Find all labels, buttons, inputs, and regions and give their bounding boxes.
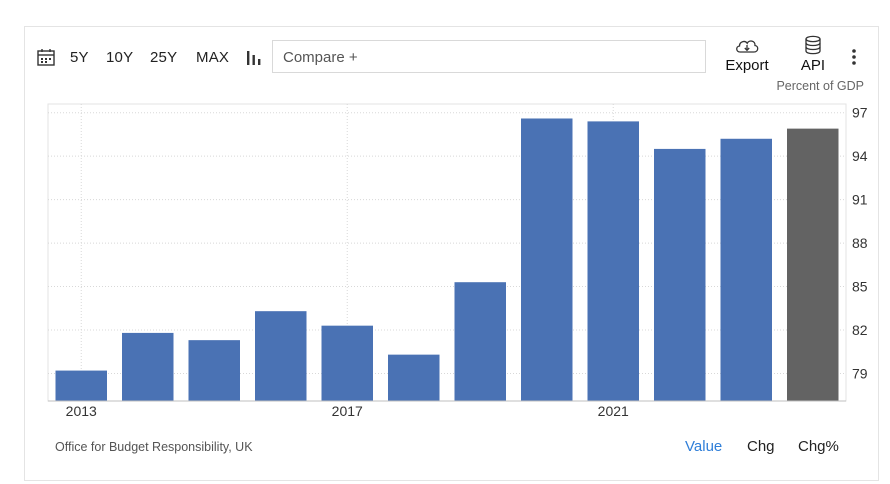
calendar-icon[interactable] <box>37 48 55 66</box>
database-icon <box>805 35 821 55</box>
compare-input[interactable]: Compare + <box>272 40 706 73</box>
bar <box>255 311 307 401</box>
y-tick-label: 85 <box>852 279 868 295</box>
y-tick-label: 79 <box>852 365 868 381</box>
x-tick-label: 2021 <box>598 403 629 419</box>
api-button[interactable]: API <box>796 35 830 74</box>
bar <box>321 325 373 401</box>
y-tick-label: 94 <box>852 148 868 164</box>
y-tick-label: 88 <box>852 235 868 251</box>
bar <box>55 370 107 401</box>
range-10y-button[interactable]: 10Y <box>106 49 134 66</box>
bar <box>122 332 174 401</box>
tab-value[interactable]: Value <box>685 438 723 455</box>
unit-label: Percent of GDP <box>776 79 864 93</box>
y-tick-label: 91 <box>852 192 868 208</box>
tab-chg-percent[interactable]: Chg% <box>798 438 839 455</box>
bar <box>521 118 573 402</box>
bar <box>720 138 772 401</box>
tab-chg[interactable]: Chg <box>747 438 775 455</box>
chart-type-icon[interactable] <box>246 48 262 66</box>
more-options-icon[interactable] <box>851 48 857 66</box>
range-5y-button[interactable]: 5Y <box>70 49 89 66</box>
bar <box>188 340 240 401</box>
export-button[interactable]: Export <box>724 37 770 74</box>
cloud-download-icon <box>736 40 759 53</box>
source-text: Office for Budget Responsibility, UK <box>55 440 253 454</box>
range-25y-button[interactable]: 25Y <box>150 49 178 66</box>
bar <box>587 121 639 401</box>
bar <box>654 148 706 401</box>
bar <box>454 282 506 401</box>
x-tick-label: 2017 <box>332 403 363 419</box>
range-max-button[interactable]: MAX <box>196 49 230 66</box>
y-tick-label: 97 <box>852 105 868 121</box>
export-label: Export <box>725 57 769 74</box>
api-label: API <box>800 57 826 74</box>
bar <box>388 354 440 401</box>
x-tick-label: 2013 <box>66 403 97 419</box>
y-tick-label: 82 <box>852 322 868 338</box>
bar <box>787 128 839 401</box>
